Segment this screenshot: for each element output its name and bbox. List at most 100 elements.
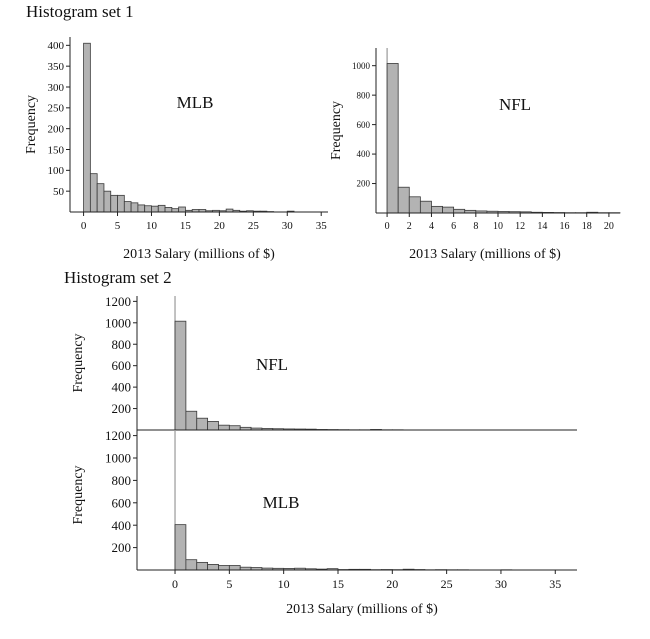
mlb2-y-tick-label: 800	[112, 473, 132, 488]
mlb2-x-tick-label: 20	[386, 577, 398, 591]
nfl1-y-tick-label: 200	[357, 179, 371, 189]
nfl1-league-label: NFL	[499, 95, 531, 114]
mlb2-bar	[185, 559, 198, 571]
nfl1-bar	[419, 200, 432, 214]
nfl1-x-tick-label: 14	[537, 221, 547, 232]
mlb1-x-tick-label: 20	[214, 220, 226, 232]
nfl2-y-tick-label: 800	[112, 337, 132, 352]
nfl1-x-tick-label: 6	[451, 221, 456, 232]
nfl2-y-tick-label: 1000	[105, 315, 131, 330]
mlb2-bar	[174, 524, 187, 571]
nfl2-y-tick-label: 400	[112, 380, 132, 395]
set-1-title: Histogram set 1	[26, 2, 134, 21]
mlb1-bar	[130, 202, 139, 213]
nfl1-y-tick-label: 1000	[352, 61, 371, 71]
mlb1-bar	[96, 183, 105, 213]
mlb2-y-tick-label: 600	[112, 495, 132, 510]
nfl1-x-tick-label: 8	[473, 221, 478, 232]
nfl2-bar	[207, 421, 219, 431]
nfl1-bar	[442, 206, 455, 214]
mlb1-bar	[151, 205, 159, 213]
nfl1-x-tick-label: 18	[582, 221, 592, 232]
nfl1-x-tick-label: 4	[429, 221, 434, 232]
mlb2-bar	[218, 565, 230, 571]
set-2-title: Histogram set 2	[64, 268, 172, 287]
nfl1-bar	[431, 205, 443, 214]
mlb2-y-tick-label: 1200	[105, 428, 131, 443]
mlb2-x-axis-label: 2013 Salary (millions of $)	[286, 602, 438, 617]
mlb1-bar	[110, 194, 118, 213]
mlb1-y-tick-label: 50	[53, 186, 65, 198]
mlb1-bar	[123, 201, 132, 213]
mlb1-bar	[178, 206, 186, 213]
nfl2-bar	[218, 424, 230, 431]
mlb2-bar	[228, 565, 241, 571]
mlb1-bar	[164, 207, 173, 213]
mlb1-x-tick-label: 0	[81, 220, 87, 232]
mlb1-bar	[83, 42, 91, 213]
nfl1-bar	[397, 186, 410, 214]
mlb1-bar	[144, 205, 152, 213]
mlb1-bar	[137, 204, 146, 213]
mlb1-x-axis-label: 2013 Salary (millions of $)	[123, 247, 275, 262]
nfl2-bar	[196, 417, 209, 431]
nfl1-x-tick-label: 0	[385, 221, 390, 232]
mlb2-x-tick-label: 10	[278, 577, 290, 591]
nfl1-y-tick-label: 800	[357, 90, 371, 100]
mlb1-y-tick-label: 300	[48, 82, 65, 94]
mlb1-y-tick-label: 150	[48, 144, 65, 156]
nfl2-league-label: NFL	[256, 355, 288, 374]
mlb2-y-tick-label: 200	[112, 540, 132, 555]
mlb1-x-tick-label: 30	[282, 220, 294, 232]
mlb1-x-tick-label: 35	[316, 220, 328, 232]
nfl1-x-tick-label: 16	[560, 221, 570, 232]
nfl1-y-tick-label: 600	[357, 120, 371, 130]
mlb2-league-label: MLB	[263, 493, 300, 512]
mlb1-bar	[117, 194, 125, 213]
mlb1-y-tick-label: 200	[48, 124, 65, 136]
nfl1-x-tick-label: 10	[493, 221, 503, 232]
mlb2-x-tick-label: 15	[332, 577, 344, 591]
mlb1-x-tick-label: 10	[146, 220, 158, 232]
mlb1-bar	[157, 204, 166, 213]
nfl2-bar	[185, 410, 198, 431]
mlb2-x-tick-label: 35	[549, 577, 561, 591]
nfl1-y-tick-label: 400	[357, 149, 371, 159]
nfl1-bar	[408, 196, 421, 214]
mlb2-y-tick-label: 1000	[105, 451, 131, 466]
mlb2-y-axis-label: Frequency	[71, 465, 86, 524]
nfl2-y-tick-label: 600	[112, 358, 132, 373]
nfl1-x-tick-label: 20	[604, 221, 614, 232]
mlb1-y-tick-label: 350	[48, 61, 65, 73]
nfl2-y-axis-label: Frequency	[71, 333, 86, 392]
mlb2-bar	[196, 561, 209, 571]
nfl2-y-tick-label: 1200	[105, 294, 131, 309]
nfl2-bar	[228, 425, 241, 431]
mlb1-y-tick-label: 250	[48, 103, 65, 115]
nfl1-x-axis-label: 2013 Salary (millions of $)	[409, 247, 561, 262]
mlb1-y-axis-label: Frequency	[24, 95, 39, 154]
mlb1-league-label: MLB	[177, 93, 214, 112]
nfl1-bar	[453, 208, 466, 214]
nfl2-y-tick-label: 200	[112, 401, 132, 416]
mlb2-y-tick-label: 400	[112, 518, 132, 533]
mlb2-x-tick-label: 30	[495, 577, 507, 591]
mlb1-y-tick-label: 100	[48, 165, 65, 177]
nfl1-x-tick-label: 12	[515, 221, 525, 232]
mlb2-x-tick-label: 0	[172, 577, 178, 591]
nfl1-bar	[386, 63, 399, 214]
nfl2-bar	[174, 320, 187, 431]
mlb1-x-tick-label: 25	[248, 220, 260, 232]
mlb1-bar	[103, 190, 112, 213]
mlb2-x-tick-label: 25	[441, 577, 453, 591]
nfl1-x-tick-label: 2	[407, 221, 412, 232]
mlb1-bar	[89, 173, 98, 213]
mlb1-y-tick-label: 400	[48, 40, 65, 52]
nfl1-y-axis-label: Frequency	[329, 101, 344, 160]
mlb1-x-tick-label: 15	[180, 220, 192, 232]
mlb1-x-tick-label: 5	[115, 220, 121, 232]
mlb2-bar	[207, 564, 219, 571]
mlb2-x-tick-label: 5	[226, 577, 232, 591]
